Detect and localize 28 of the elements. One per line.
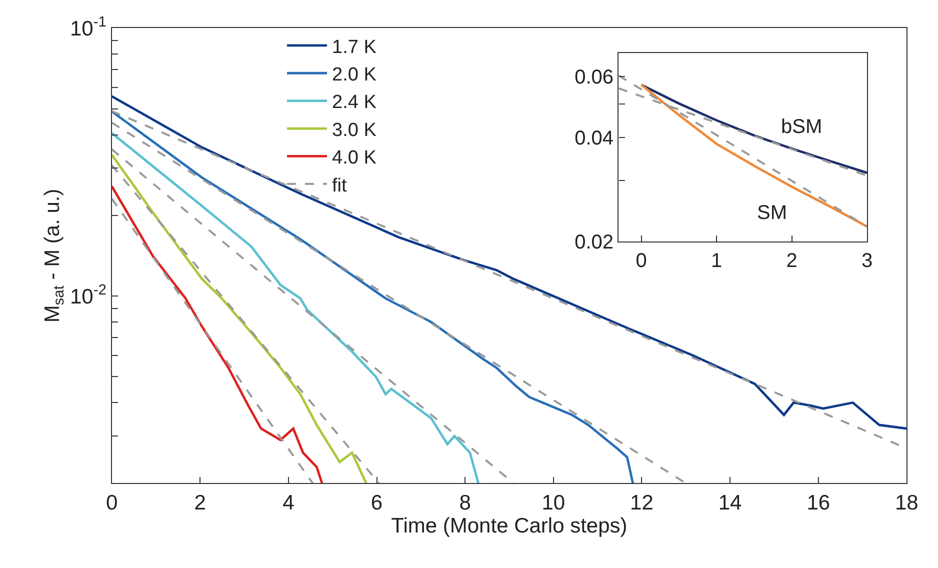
legend-label: 2.0 K (332, 64, 377, 86)
x-tick-label: 8 (459, 492, 471, 515)
x-tick-label: 2 (786, 250, 798, 272)
x-tick-label: 0 (636, 250, 647, 272)
x-tick-label: 14 (718, 492, 742, 515)
x-tick-label: 0 (106, 492, 118, 515)
x-tick-label: 3 (862, 250, 873, 272)
x-tick-label: 1 (711, 250, 722, 272)
y-tick-label: 10$^{-2}$ (70, 282, 106, 308)
x-tick-label: 4 (282, 492, 295, 515)
y-tick-label: 0.02 (574, 232, 614, 254)
y-tick-label: 10$^{-1}$ (70, 14, 106, 41)
legend-label: 1.7 K (332, 36, 377, 58)
y-tick-label: 0.06 (574, 66, 614, 88)
legend-label: 3.0 K (332, 120, 377, 141)
x-axis-title: Time (Monte Carlo steps) (391, 514, 628, 538)
legend-label: 4.0 K (332, 148, 377, 169)
series-label: bSM (781, 116, 822, 138)
legend-label: fit (332, 175, 348, 196)
x-tick-label: 16 (806, 492, 830, 515)
x-tick-label: 12 (630, 492, 654, 515)
legend-label: 2.4 K (332, 92, 377, 114)
x-tick-label: 2 (194, 492, 206, 515)
y-tick-label: 0.04 (574, 127, 614, 150)
x-tick-label: 6 (370, 492, 383, 515)
x-tick-label: 18 (895, 492, 918, 515)
x-tick-label: 10 (542, 492, 566, 515)
series-label: SM (757, 202, 787, 224)
